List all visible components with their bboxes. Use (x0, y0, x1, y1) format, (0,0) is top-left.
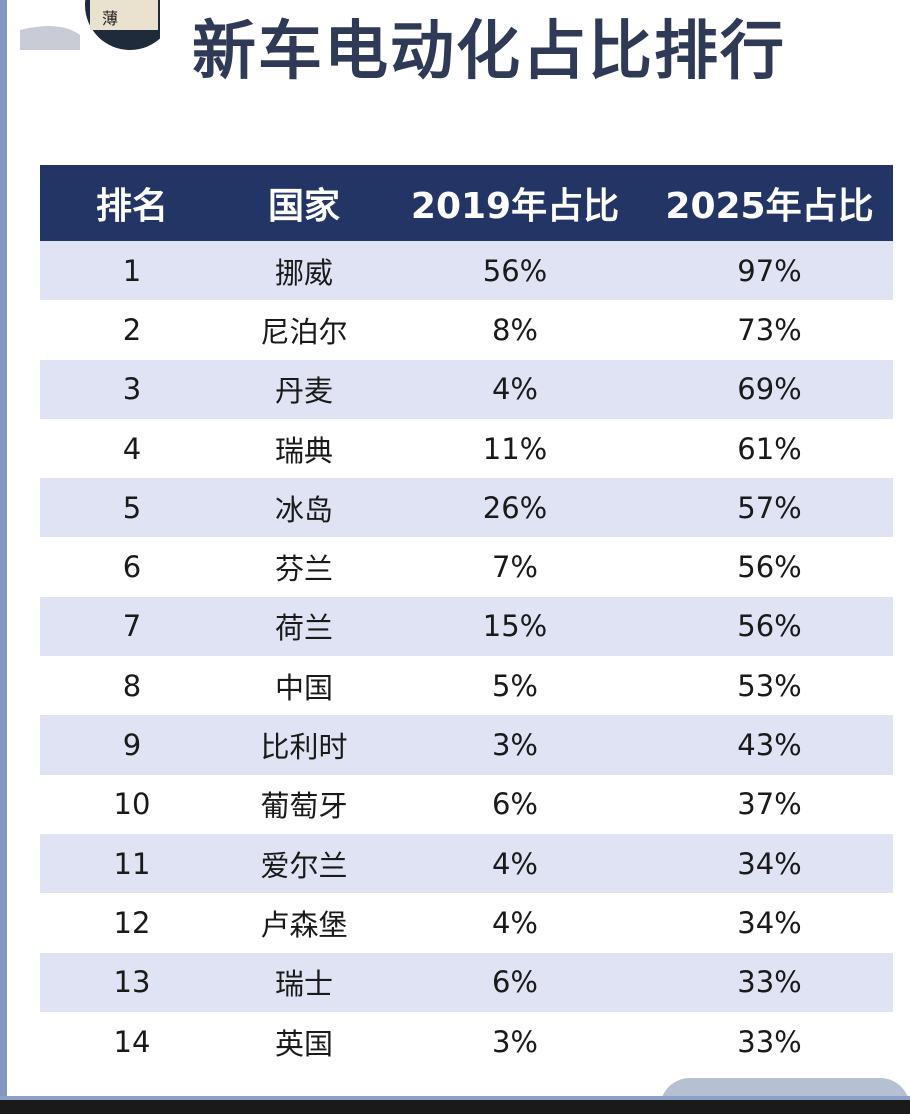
table-row: 10 葡萄牙 6% 37% (40, 775, 893, 834)
rank-cell: 13 (40, 952, 224, 1012)
country-cell: 爱尔兰 (224, 833, 384, 894)
column-header: 2019年占比 (384, 165, 646, 241)
country-cell: 丹麦 (224, 359, 384, 419)
table-row: 11 爱尔兰 4% 34% (40, 833, 893, 894)
country-cell: 卢森堡 (260, 907, 348, 942)
share-2019-cell: 7% (491, 550, 538, 585)
rank-cell: 11 (40, 833, 224, 894)
share-2019-cell: 4% (384, 833, 646, 894)
country-cell: 英国 (274, 1026, 333, 1061)
share-2025-cell: 56% (646, 596, 893, 657)
share-2025-cell: 34% (737, 905, 802, 940)
country-cell: 比利时 (224, 715, 384, 775)
table-row: 3 丹麦 4% 69% (40, 359, 893, 419)
rank-cell: 4 (122, 431, 142, 466)
share-2025-cell: 97% (646, 241, 893, 301)
left-border (0, 0, 7, 1114)
table-header: 排名 国家 2019年占比 2025年占比 (40, 165, 893, 241)
share-2019-cell: 26% (384, 478, 646, 538)
country-cell: 中国 (274, 670, 333, 705)
country-cell: 葡萄牙 (260, 789, 348, 824)
country-cell: 冰岛 (224, 478, 384, 538)
share-2019-cell: 15% (384, 596, 646, 657)
rank-cell: 12 (113, 905, 151, 940)
table-row: 5 冰岛 26% 57% (40, 478, 893, 538)
rank-cell: 5 (40, 478, 224, 538)
svg-text:薄: 薄 (102, 9, 118, 28)
share-2019-cell: 56% (384, 241, 646, 301)
bottom-bar (0, 1096, 910, 1114)
rank-cell: 9 (40, 715, 224, 775)
column-header: 2025年占比 (646, 165, 893, 241)
country-cell: 瑞典 (274, 433, 333, 468)
logo-image: 薄 (20, 0, 160, 50)
share-2019-cell: 6% (384, 952, 646, 1012)
rank-cell: 3 (40, 359, 224, 419)
share-2019-cell: 11% (482, 431, 548, 466)
share-2025-cell: 34% (646, 833, 893, 894)
share-2019-cell: 4% (491, 905, 538, 940)
country-cell: 瑞士 (224, 952, 384, 1012)
rank-cell: 6 (122, 550, 142, 585)
rank-cell: 8 (122, 668, 142, 703)
table-row: 14 英国 3% 33% (40, 1012, 893, 1071)
share-2025-cell: 73% (737, 312, 802, 347)
country-cell: 荷兰 (224, 596, 384, 657)
share-2025-cell: 37% (737, 787, 802, 822)
page-title: 新车电动化占比排行 (192, 15, 786, 89)
country-cell: 芬兰 (274, 552, 333, 587)
share-2019-cell: 8% (491, 312, 538, 347)
rank-cell: 10 (113, 787, 151, 822)
country-cell: 挪威 (224, 241, 384, 301)
share-2025-cell: 61% (737, 431, 802, 466)
share-2025-cell: 56% (737, 550, 802, 585)
rank-cell: 2 (122, 312, 142, 347)
column-header: 国家 (224, 165, 384, 241)
share-2025-cell: 43% (646, 715, 893, 775)
rank-cell: 1 (40, 241, 224, 301)
table-row: 1 挪威 56% 97% (40, 241, 893, 301)
rank-cell: 7 (40, 596, 224, 657)
table-row: 12 卢森堡 4% 34% (40, 893, 893, 952)
column-header: 排名 (40, 165, 224, 241)
table-row: 7 荷兰 15% 56% (40, 596, 893, 657)
ranking-table: 排名 国家 2019年占比 2025年占比 1 挪威 56% 97% 2 尼泊尔 8% 73% 3 丹麦… (40, 165, 893, 1071)
share-2019-cell: 3% (384, 715, 646, 775)
rank-cell: 14 (113, 1024, 151, 1059)
share-2025-cell: 57% (646, 478, 893, 538)
share-2025-cell: 53% (737, 668, 802, 703)
table-row: 4 瑞典 11% 61% (40, 419, 893, 478)
table-row: 8 中国 5% 53% (40, 656, 893, 715)
table-row: 2 尼泊尔 8% 73% (40, 300, 893, 359)
share-2019-cell: 3% (491, 1024, 538, 1059)
share-2025-cell: 33% (646, 952, 893, 1012)
country-cell: 尼泊尔 (260, 314, 348, 349)
share-2025-cell: 69% (646, 359, 893, 419)
table-row: 6 芬兰 7% 56% (40, 537, 893, 596)
share-2019-cell: 6% (491, 787, 538, 822)
share-2019-cell: 4% (384, 359, 646, 419)
share-2025-cell: 33% (737, 1024, 802, 1059)
table-row: 9 比利时 3% 43% (40, 715, 893, 775)
table-row: 13 瑞士 6% 33% (40, 952, 893, 1012)
share-2019-cell: 5% (491, 668, 538, 703)
